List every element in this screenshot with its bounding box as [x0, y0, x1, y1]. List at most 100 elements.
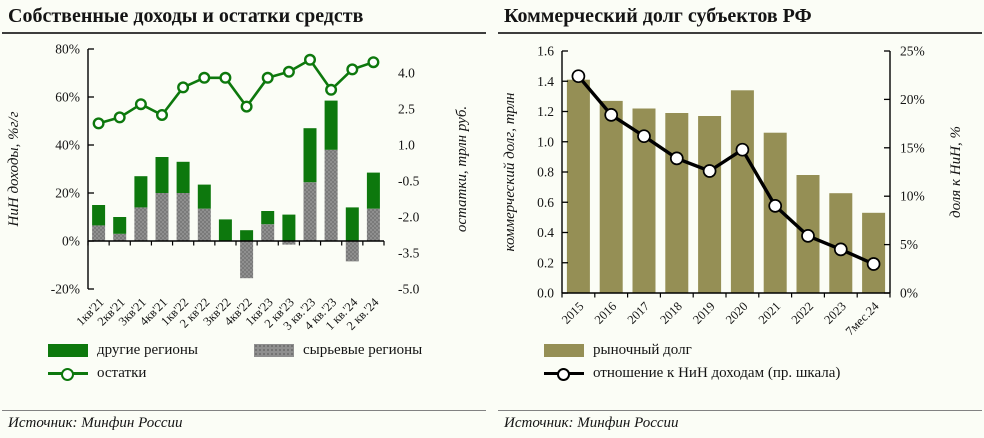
data-point-marker	[304, 53, 317, 66]
bar-segment	[155, 193, 169, 241]
legend-label: другие регионы	[97, 342, 198, 358]
bar-segment	[366, 208, 380, 241]
left-axis-tick-label: 1.6	[537, 44, 554, 59]
bar-segment	[324, 149, 338, 241]
x-axis-tick-label: 2020	[723, 299, 751, 327]
bar-segment	[763, 132, 787, 293]
x-axis-tick-label: 2018	[657, 299, 685, 327]
legend-item-resource-regions: сырьевые регионы	[253, 342, 423, 359]
gray-dotted-swatch-icon	[253, 344, 294, 357]
bar-segment	[345, 241, 359, 262]
legend-row: другие регионы сырьевые регионы	[48, 339, 486, 362]
bar-segment	[240, 230, 254, 241]
line-series	[571, 69, 881, 271]
x-axis-tick-label: 2017	[625, 299, 653, 327]
data-point-marker	[325, 83, 338, 96]
right-axis-tick-label: 1.0	[398, 138, 415, 153]
source-note-left: Источник: Минфин России	[2, 410, 486, 434]
right-axis-tick-label: -3.5	[398, 246, 420, 261]
x-axis-tick-label: 2023	[821, 299, 849, 327]
legend-item-ratio: отношение к НиН доходам (пр. шкала)	[544, 365, 840, 382]
data-point-marker	[261, 71, 274, 84]
data-point-marker	[177, 81, 190, 94]
left-axis-tick-label: -20%	[51, 282, 80, 297]
data-point-marker	[866, 257, 881, 271]
data-point-marker	[637, 129, 651, 144]
right-axis-title: остатки, трлн руб.	[454, 106, 470, 232]
left-axis-tick-label: 0.0	[537, 286, 554, 301]
bar-segment	[92, 225, 106, 241]
bar-segment	[303, 128, 317, 183]
circle-marker-icon	[61, 368, 74, 381]
x-axis-tick-label: 2021	[756, 299, 784, 327]
data-point-marker	[702, 164, 717, 178]
right-axis-tick-label: -5.0	[398, 282, 420, 297]
data-point-marker	[346, 63, 359, 76]
data-point-marker	[604, 108, 619, 122]
bar-segment	[261, 224, 275, 241]
left-axis-tick-label: 0.2	[537, 255, 554, 270]
left-axis-tick-label: 1.4	[537, 74, 554, 89]
chart-title-left: Собственные доходы и остатки средств	[2, 2, 486, 34]
bar-segment	[282, 241, 296, 245]
data-point-marker	[198, 71, 211, 84]
data-point-marker	[134, 98, 147, 111]
x-axis-tick-label: 2022	[789, 299, 817, 327]
x-axis-tick-label: 2019	[690, 299, 718, 327]
legend-row: отношение к НиН доходам (пр. шкала)	[544, 362, 982, 385]
source-note-right: Источник: Минфин России	[498, 410, 982, 434]
left-axis-tick-label: 0.8	[537, 165, 554, 180]
left-axis-tick-label: 60%	[55, 90, 80, 105]
data-point-marker	[240, 100, 253, 113]
panel-commercial-debt: Коммерческий долг субъектов РФ 1.6 1.4 1.2…	[496, 0, 984, 438]
right-axis-tick-label: 0%	[900, 286, 918, 301]
left-axis-tick-label: 1.0	[537, 134, 554, 149]
line-marker-icon	[544, 368, 584, 381]
legend-item-balances: остатки	[48, 365, 146, 382]
panel-own-revenues: Собственные доходы и остатки средств 80%…	[0, 0, 488, 438]
bar-segment	[862, 212, 886, 293]
legend-item-market-debt: рыночный долг	[544, 342, 692, 359]
bar-segment	[366, 172, 380, 209]
data-point-marker	[92, 117, 105, 130]
bar-segment	[566, 79, 590, 293]
right-axis-tick-label: -0.5	[398, 174, 420, 189]
data-point-marker	[113, 111, 126, 124]
chart-title-right: Коммерческий долг субъектов РФ	[498, 2, 982, 34]
bar-segment	[218, 219, 232, 241]
x-axis-tick-label: 2015	[559, 299, 587, 327]
bar-segment	[324, 100, 338, 150]
x-axis-tick-label: 7мес.24	[843, 299, 883, 337]
bar-series-0	[92, 149, 380, 279]
bar-segment	[303, 182, 317, 241]
right-axis-tick-label: 25%	[900, 44, 925, 59]
data-point-marker	[801, 229, 815, 243]
bar-segment	[134, 176, 148, 208]
bar-segment	[197, 184, 211, 209]
right-axis-tick-label: 15%	[900, 140, 925, 155]
left-axis-title: коммерческий долг, трлн	[502, 93, 518, 252]
olive-swatch-icon	[544, 344, 584, 357]
right-axis-tick-label: 2.5	[398, 102, 415, 117]
right-axis-tick-label: 4.0	[398, 66, 415, 81]
bar-segment	[113, 217, 127, 234]
left-axis-tick-label: 0%	[62, 234, 80, 249]
bar-segment	[282, 214, 296, 241]
legend-left: другие регионы сырьевые регионы остатки	[48, 339, 486, 385]
left-axis-tick-label: 0.6	[537, 195, 554, 210]
right-axis-tick-label: -2.0	[398, 210, 420, 225]
x-axis-tick-label: 2016	[592, 299, 620, 327]
bar-segment	[176, 193, 190, 241]
legend-label: сырьевые регионы	[302, 342, 423, 358]
bar-segment	[261, 211, 275, 225]
right-axis-title: доля к НиН, %	[948, 126, 964, 218]
bar-segment	[197, 208, 211, 241]
data-point-marker	[367, 56, 380, 69]
circle-marker-icon	[557, 368, 570, 381]
bar-segment	[113, 233, 127, 241]
line-series	[92, 53, 380, 130]
data-point-marker	[768, 199, 783, 213]
right-axis-tick-label: 10%	[900, 189, 925, 204]
right-axis-tick-label: 20%	[900, 92, 925, 107]
